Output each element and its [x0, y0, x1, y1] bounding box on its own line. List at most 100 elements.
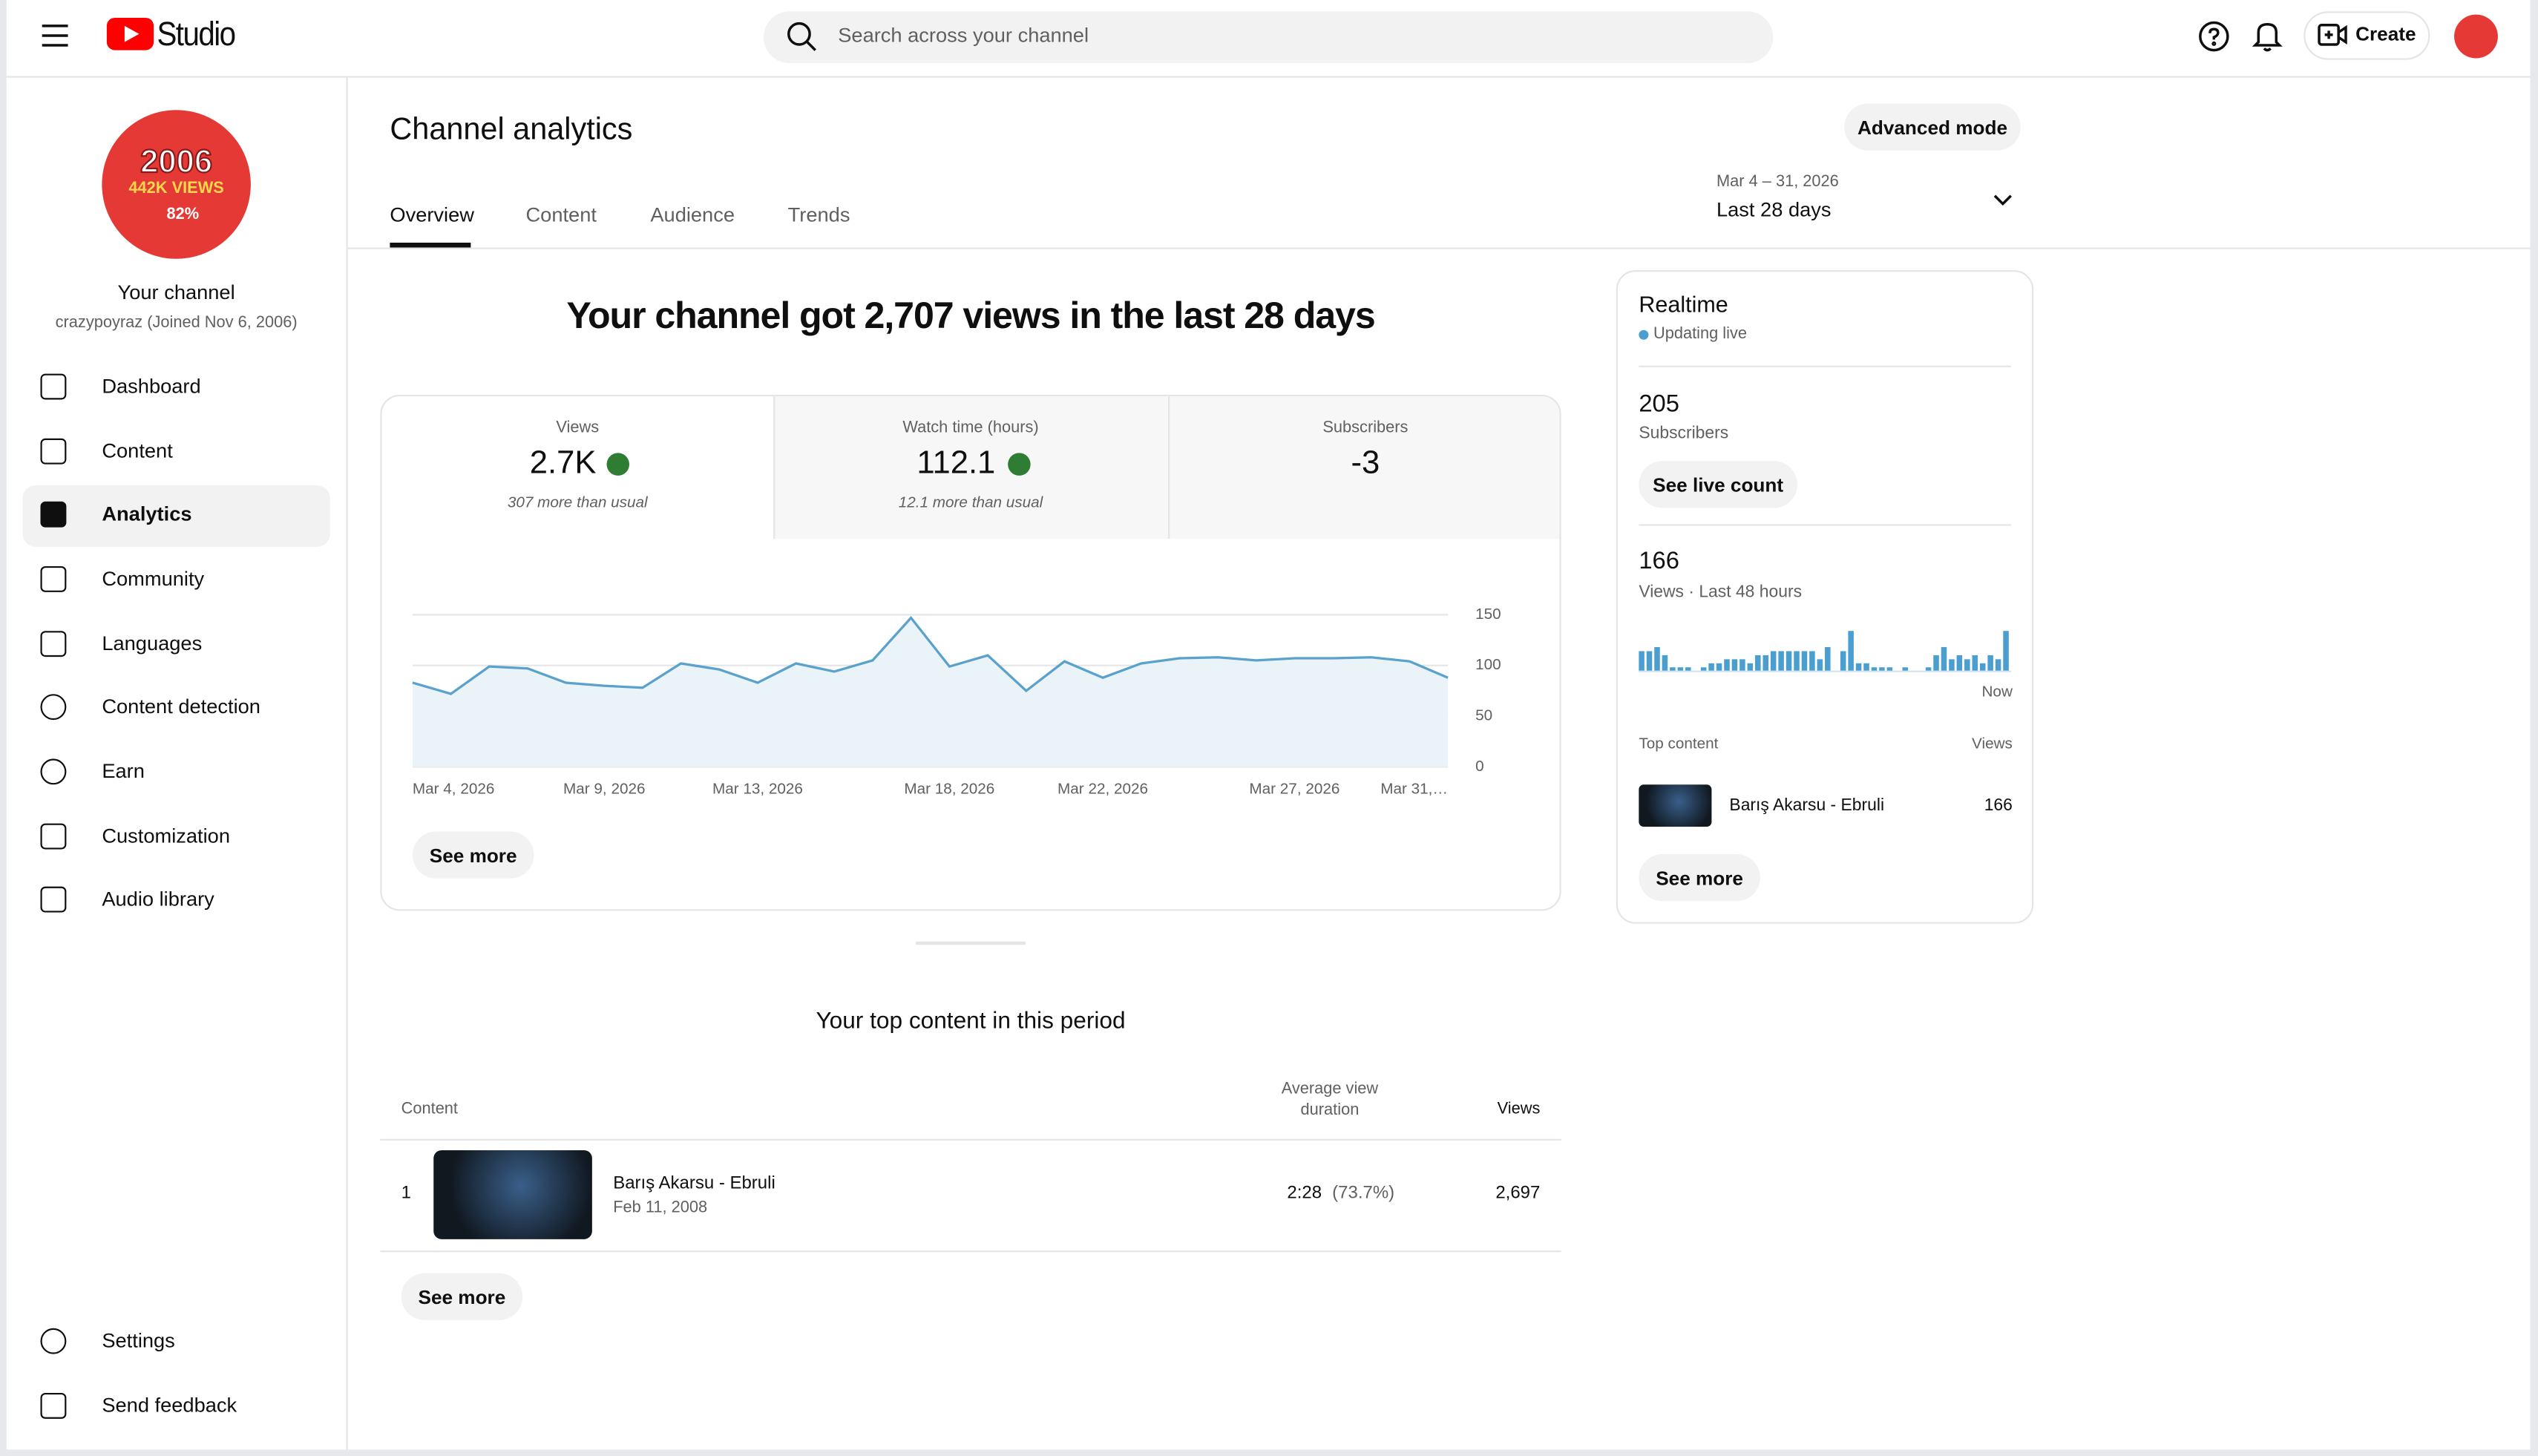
nav-item[interactable]: Settings — [102, 1329, 175, 1353]
nav-icon[interactable] — [40, 758, 67, 785]
metric-divider — [773, 396, 776, 539]
thumbnail[interactable] — [1639, 784, 1712, 827]
column-header: Average view duration — [1281, 1080, 1379, 1120]
bar — [1979, 663, 1986, 672]
search-icon[interactable] — [786, 21, 819, 53]
bar — [1639, 651, 1645, 672]
nav-icon[interactable] — [40, 438, 67, 465]
nav-icon[interactable] — [40, 566, 67, 592]
trend-up-icon — [606, 453, 630, 476]
tab[interactable]: Trends — [787, 203, 850, 226]
live-dot — [1639, 329, 1649, 340]
search-placeholder[interactable]: Search across your channel — [838, 24, 1089, 47]
logo-text[interactable]: Studio — [157, 16, 236, 53]
nav-icon[interactable] — [40, 694, 67, 721]
bar — [1739, 659, 1745, 672]
metric-value: -3 — [1351, 445, 1380, 482]
create-label[interactable]: Create — [2355, 22, 2416, 46]
notifications-icon[interactable] — [2252, 19, 2283, 52]
views-count: 166 — [1639, 547, 1679, 575]
date-label[interactable]: Last 28 days — [1716, 198, 1832, 222]
metric-value: 2.7K — [529, 445, 597, 482]
channel-handle: crazypoyraz (Joined Nov 6, 2006) — [55, 314, 298, 332]
rank: 1 — [401, 1184, 411, 1204]
subscriber-label: Subscribers — [1639, 424, 1729, 444]
advanced-mode-button[interactable]: Advanced mode — [1844, 103, 2021, 151]
bar — [1724, 659, 1730, 672]
realtime-status: Updating live — [1653, 325, 1747, 344]
channel-avatar[interactable] — [102, 110, 251, 259]
nav-item[interactable]: Content detection — [102, 695, 260, 718]
avatar-text: 2006 — [140, 144, 213, 181]
bar — [1886, 667, 1893, 672]
subscriber-count: 205 — [1639, 390, 1679, 419]
nav-item[interactable]: Languages — [102, 632, 203, 655]
bar — [1817, 659, 1823, 672]
nav-item[interactable]: Customization — [102, 824, 231, 847]
see-more-button[interactable]: See more — [1639, 854, 1760, 902]
account-avatar[interactable] — [2454, 14, 2498, 59]
bar — [1933, 655, 1939, 672]
views: 2,697 — [1495, 1184, 1541, 1204]
x-tick-label: Mar 27, 2026 — [1249, 780, 1340, 797]
nav-icon[interactable] — [40, 823, 67, 850]
bar — [1662, 655, 1668, 672]
nav-item[interactable]: Send feedback — [102, 1394, 237, 1417]
see-more-button[interactable]: See more — [401, 1273, 523, 1320]
metric-divider — [1167, 396, 1170, 539]
realtime-card — [1616, 270, 2034, 924]
create-button[interactable] — [2303, 11, 2430, 60]
bar — [1956, 655, 1963, 672]
nav-icon[interactable] — [40, 631, 67, 658]
realtime-title: Realtime — [1639, 291, 1728, 318]
bar — [2003, 631, 2009, 672]
video-title[interactable]: Barış Akarsu - Ebruli — [613, 1173, 776, 1194]
bar — [1677, 667, 1684, 672]
bar — [1972, 655, 1978, 672]
search-box[interactable] — [763, 11, 1774, 64]
tab[interactable]: Overview — [390, 203, 474, 226]
y-tick-label: 100 — [1475, 656, 1501, 673]
thumbnail[interactable] — [433, 1150, 592, 1239]
bar — [1685, 667, 1691, 672]
create-icon[interactable] — [2318, 24, 2347, 47]
bar — [1786, 651, 1792, 672]
see-live-count-button[interactable]: See live count — [1639, 461, 1797, 508]
nav-item[interactable]: Content — [102, 439, 173, 463]
tab[interactable]: Audience — [650, 203, 735, 226]
bar — [1902, 667, 1909, 672]
channel-title: Your channel — [117, 281, 235, 304]
nav-icon[interactable] — [40, 1392, 67, 1419]
dropdown-icon[interactable] — [1993, 194, 2013, 207]
metric-label: Views — [556, 419, 600, 438]
metric-label: Watch time (hours) — [902, 419, 1039, 438]
nav-item[interactable]: Earn — [102, 760, 145, 783]
logo-icon[interactable] — [106, 17, 155, 52]
nav-item[interactable]: Community — [102, 567, 205, 591]
date-range[interactable]: Mar 4 – 31, 2026 — [1716, 173, 1839, 191]
nav-icon[interactable] — [40, 1328, 67, 1354]
section-title: Your top content in this period — [816, 1009, 1126, 1035]
see-more-button[interactable]: See more — [412, 831, 534, 879]
bar — [1755, 655, 1761, 672]
x-tick-label: Mar 9, 2026 — [563, 780, 645, 797]
nav-icon[interactable] — [40, 501, 67, 528]
avatar-text: 82% — [166, 206, 200, 224]
tab[interactable]: Content — [525, 203, 597, 226]
area — [412, 617, 1449, 767]
video-title[interactable]: Barış Akarsu - Ebruli — [1729, 796, 1885, 816]
nav-icon[interactable] — [40, 886, 67, 913]
x-tick-label: Mar 22, 2026 — [1058, 780, 1148, 797]
nav-icon[interactable] — [40, 373, 67, 400]
nav-item[interactable]: Analytics — [102, 502, 192, 526]
trend-up-icon — [1008, 453, 1031, 476]
nav-item[interactable]: Audio library — [102, 888, 214, 911]
bar — [1871, 667, 1878, 672]
nav-item[interactable]: Dashboard — [102, 375, 201, 398]
help-icon[interactable] — [2199, 21, 2229, 52]
bar — [1840, 651, 1846, 672]
menu-icon[interactable] — [42, 24, 68, 47]
divider — [1639, 365, 2011, 367]
